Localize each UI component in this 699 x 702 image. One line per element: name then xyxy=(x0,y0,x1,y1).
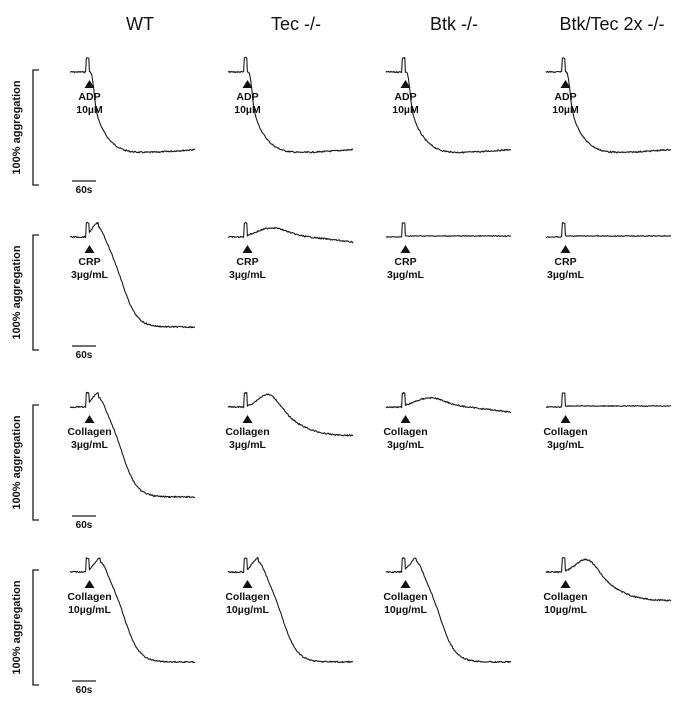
agonist-arrow-icon xyxy=(242,245,253,253)
aggregation-trace xyxy=(545,57,672,154)
agonist-arrow-icon xyxy=(400,580,411,588)
aggregation-trace xyxy=(385,391,512,414)
column-header: WT xyxy=(126,14,154,34)
aggregation-trace xyxy=(227,391,354,437)
agonist-dose: 3µg/mL xyxy=(71,439,109,451)
aggregation-trace xyxy=(69,391,196,499)
agonist-name: ADP xyxy=(236,91,258,103)
agonist-dose: 10µM xyxy=(76,104,103,116)
time-scale-label: 60s xyxy=(76,185,93,196)
aggregation-trace xyxy=(227,556,353,664)
agonist-dose: 10µg/mL xyxy=(226,604,269,616)
agonist-arrow-icon xyxy=(242,415,253,423)
aggregation-trace xyxy=(227,56,354,154)
agonist-dose: 3µg/mL xyxy=(387,269,425,281)
agonist-name: Collagen xyxy=(67,591,111,603)
agonist-name: ADP xyxy=(394,91,416,103)
agonist-arrow-icon xyxy=(560,80,571,88)
agonist-name: CRP xyxy=(554,256,576,268)
agonist-name: CRP xyxy=(394,256,416,268)
aggregation-trace xyxy=(546,222,672,238)
agonist-arrow-icon xyxy=(560,415,571,423)
agonist-name: Collagen xyxy=(225,591,269,603)
aggregation-trace xyxy=(545,392,672,408)
time-scale-label: 60s xyxy=(76,685,93,696)
agonist-dose: 3µg/mL xyxy=(547,269,585,281)
y-axis-label: 100% aggregation xyxy=(11,415,23,509)
agonist-arrow-icon xyxy=(84,580,95,588)
agonist-arrow-icon xyxy=(560,580,571,588)
aggregation-scale-bracket xyxy=(32,569,39,686)
aggregation-scale-bracket xyxy=(32,69,39,186)
aggregation-scale-bracket xyxy=(32,404,39,521)
agonist-arrow-icon xyxy=(400,415,411,423)
aggregation-trace xyxy=(69,57,195,154)
agonist-dose: 3µg/mL xyxy=(71,269,109,281)
agonist-name: Collagen xyxy=(543,591,587,603)
agonist-arrow-icon xyxy=(84,415,95,423)
column-header: Btk -/- xyxy=(430,14,478,34)
agonist-arrow-icon xyxy=(242,580,253,588)
column-header: Btk/Tec 2x -/- xyxy=(559,14,664,34)
agonist-name: ADP xyxy=(78,91,100,103)
column-header: Tec -/- xyxy=(271,14,321,34)
agonist-arrow-icon xyxy=(242,80,253,88)
aggregation-trace xyxy=(69,221,196,329)
agonist-name: Collagen xyxy=(67,426,111,438)
agonist-name: Collagen xyxy=(225,426,269,438)
agonist-dose: 10µM xyxy=(392,104,419,116)
agonist-dose: 3µg/mL xyxy=(547,439,585,451)
aggregation-trace xyxy=(385,222,511,238)
aggregation-trace xyxy=(385,557,512,664)
time-scale-label: 60s xyxy=(76,350,93,361)
agonist-name: CRP xyxy=(236,256,258,268)
y-axis-label: 100% aggregation xyxy=(11,245,23,339)
agonist-arrow-icon xyxy=(84,80,95,88)
agonist-dose: 10µg/mL xyxy=(544,604,587,616)
agonist-arrow-icon xyxy=(400,245,411,253)
agonist-arrow-icon xyxy=(400,80,411,88)
agonist-dose: 10µg/mL xyxy=(68,604,111,616)
agonist-arrow-icon xyxy=(84,245,95,253)
agonist-name: ADP xyxy=(554,91,576,103)
agonist-name: CRP xyxy=(78,256,100,268)
aggregation-trace xyxy=(69,557,196,664)
agonist-dose: 10µM xyxy=(234,104,261,116)
y-axis-label: 100% aggregation xyxy=(11,580,23,674)
agonist-dose: 10µM xyxy=(552,104,579,116)
time-scale-label: 60s xyxy=(76,520,93,531)
agonist-dose: 3µg/mL xyxy=(229,439,267,451)
agonist-dose: 3µg/mL xyxy=(229,269,267,281)
agonist-name: Collagen xyxy=(383,426,427,438)
agonist-dose: 10µg/mL xyxy=(384,604,427,616)
agonist-dose: 3µg/mL xyxy=(387,439,425,451)
y-axis-label: 100% aggregation xyxy=(11,80,23,174)
agonist-name: Collagen xyxy=(383,591,427,603)
aggregation-scale-bracket xyxy=(32,234,39,351)
aggregation-trace xyxy=(545,556,672,602)
agonist-name: Collagen xyxy=(543,426,587,438)
aggregation-trace xyxy=(227,221,354,244)
agonist-arrow-icon xyxy=(560,245,571,253)
aggregation-trace xyxy=(385,56,512,154)
